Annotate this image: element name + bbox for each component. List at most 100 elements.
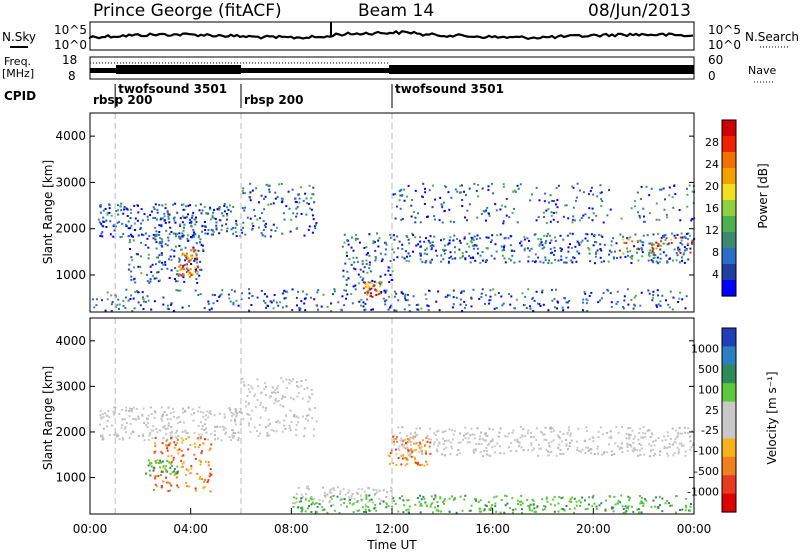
range-gate-cell	[161, 217, 164, 220]
range-gate-cell	[479, 254, 482, 257]
range-gate-cell	[543, 200, 546, 203]
range-gate-cell	[163, 215, 166, 218]
range-gate-cell	[166, 304, 169, 307]
range-gate-cell	[245, 405, 248, 408]
range-gate-cell	[182, 276, 185, 279]
range-gate-cell	[120, 426, 123, 429]
range-gate-cell	[189, 218, 191, 221]
range-gate-cell	[178, 258, 181, 261]
range-gate-cell	[468, 232, 471, 235]
range-gate-cell	[629, 427, 632, 429]
range-gate-cell	[194, 487, 197, 490]
range-gate-cell	[226, 230, 228, 233]
range-gate-cell	[354, 284, 357, 287]
range-gate-cell	[219, 412, 222, 415]
range-gate-cell	[193, 266, 196, 269]
range-gate-cell	[638, 248, 641, 251]
range-gate-cell	[321, 506, 324, 509]
range-gate-cell	[158, 429, 161, 432]
range-gate-cell	[455, 296, 458, 299]
range-gate-cell	[459, 441, 462, 444]
range-gate-cell	[417, 212, 419, 215]
range-gate-cell	[592, 244, 595, 247]
range-gate-cell	[654, 254, 657, 257]
range-gate-cell	[368, 281, 371, 284]
range-gate-cell	[233, 290, 236, 293]
range-gate-cell	[589, 260, 592, 263]
range-gate-cell	[658, 244, 660, 247]
range-gate-cell	[544, 505, 547, 508]
range-gate-cell	[186, 485, 189, 488]
range-gate-cell	[610, 436, 613, 439]
range-gate-cell	[497, 435, 500, 438]
range-gate-cell	[651, 242, 654, 245]
range-gate-cell	[513, 189, 516, 192]
range-gate-cell	[615, 426, 618, 429]
range-gate-cell	[509, 303, 512, 306]
range-gate-cell	[310, 389, 313, 391]
range-gate-cell	[541, 498, 544, 501]
range-gate-cell	[418, 441, 421, 444]
range-gate-cell	[626, 449, 629, 452]
range-gate-cell	[498, 445, 501, 448]
range-gate-cell	[360, 488, 363, 491]
range-gate-cell	[165, 444, 168, 447]
range-gate-cell	[623, 295, 626, 298]
range-gate-cell	[163, 425, 166, 428]
range-gate-cell	[201, 209, 204, 212]
range-gate-cell	[223, 413, 226, 416]
range-gate-cell	[576, 446, 579, 449]
range-gate-cell	[407, 454, 410, 457]
range-gate-cell	[169, 431, 172, 434]
range-gate-cell	[387, 454, 390, 457]
range-gate-cell	[636, 251, 638, 254]
range-gate-cell	[545, 222, 548, 225]
range-gate-cell	[374, 256, 377, 258]
range-gate-cell	[528, 506, 531, 509]
range-gate-cell	[477, 443, 480, 446]
range-gate-cell	[483, 449, 485, 452]
range-gate-cell	[667, 303, 670, 306]
range-gate-cell	[223, 203, 226, 205]
range-gate-cell	[343, 241, 346, 244]
range-gate-cell	[553, 510, 556, 513]
range-gate-cell	[422, 495, 425, 498]
cpid-segment-label: rbsp 200	[93, 93, 152, 107]
range-gate-cell	[373, 280, 376, 283]
range-gate-cell	[489, 509, 492, 511]
range-gate-cell	[594, 255, 597, 258]
range-gate-cell	[472, 257, 475, 260]
range-gate-cell	[173, 441, 176, 444]
range-gate-cell	[687, 258, 690, 261]
range-gate-cell	[130, 212, 132, 214]
range-gate-cell	[470, 238, 473, 241]
range-gate-cell	[133, 266, 135, 269]
range-gate-cell	[130, 275, 133, 278]
range-gate-cell	[178, 448, 181, 451]
freq-band-segment-3	[241, 68, 389, 73]
range-gate-cell	[378, 237, 381, 240]
range-gate-cell	[513, 307, 516, 310]
range-gate-cell	[431, 241, 434, 244]
range-gate-cell	[379, 275, 382, 278]
range-gate-cell	[389, 234, 392, 236]
range-gate-cell	[291, 188, 294, 191]
y-tick-label: 2000	[55, 222, 86, 236]
range-gate-cell	[214, 218, 217, 220]
range-gate-cell	[129, 217, 132, 220]
range-gate-cell	[170, 258, 173, 261]
range-gate-cell	[191, 214, 194, 217]
range-gate-cell	[156, 271, 158, 274]
range-gate-cell	[521, 292, 524, 295]
range-gate-cell	[310, 197, 313, 200]
range-gate-cell	[439, 496, 442, 499]
range-gate-cell	[164, 221, 167, 224]
range-gate-cell	[585, 446, 588, 449]
range-gate-cell	[496, 442, 499, 445]
range-gate-cell	[632, 307, 635, 310]
range-gate-cell	[201, 244, 204, 247]
range-gate-cell	[265, 385, 267, 388]
range-gate-cell	[613, 453, 616, 455]
range-gate-cell	[651, 248, 654, 250]
range-gate-cell	[330, 498, 333, 500]
